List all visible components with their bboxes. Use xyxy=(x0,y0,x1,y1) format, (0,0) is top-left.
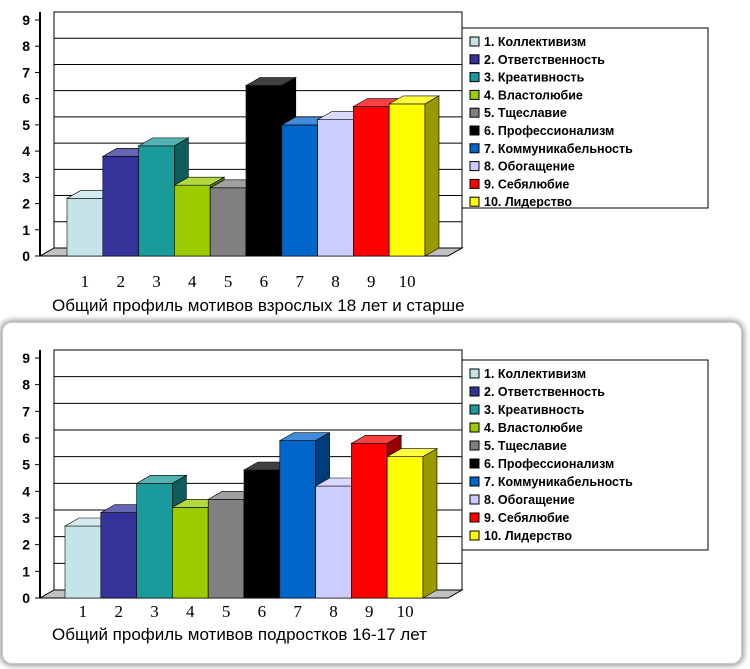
adults-legend-item: 4. Властолюбие xyxy=(469,88,583,102)
adults-legend-item: 8. Обогащение xyxy=(469,160,575,174)
adults-legend-label: 3. Креативность xyxy=(484,71,585,85)
adults-legend-item: 2. Ответственность xyxy=(469,53,605,67)
teens-bar-10 xyxy=(386,448,439,599)
adults-legend-item: 6. Профессионализм xyxy=(469,124,614,138)
teens-category-label: 10 xyxy=(397,602,414,621)
adults-ytick-label: 1 xyxy=(22,222,30,238)
adults-legend-label: 7. Коммуникабельность xyxy=(484,142,633,156)
teens-legend-label: 8. Обогащение xyxy=(484,493,575,507)
teens-legend-label: 4. Властолюбие xyxy=(484,421,583,435)
teens-legend-item: 8. Обогащение xyxy=(469,493,575,507)
adults-legend-label: 9. Себялюбие xyxy=(484,177,569,191)
chart-adults-svg: 0 1 2 3 4 5 6 7 8 9 1 2 3 4 5 6 7 8 9 10 1. Коллективизм 2. О… xyxy=(22,11,709,291)
adults-category-label: 3 xyxy=(152,272,161,291)
teens-legend-item: 6. Профессионализм xyxy=(469,457,614,471)
adults-legend-label: 8. Обогащение xyxy=(484,160,575,174)
teens-legend-label: 3. Креативность xyxy=(484,403,585,417)
teens-ytick-label: 5 xyxy=(22,457,30,473)
teens-category-label: 9 xyxy=(365,602,374,621)
chart-adults-caption: Общий профиль мотивов взрослых 18 лет и … xyxy=(52,296,465,315)
teens-legend: 1. Коллективизм 2. Ответственность 3. Креа… xyxy=(461,359,709,551)
adults-ytick-label: 9 xyxy=(22,12,30,28)
adults-legend-label: 6. Профессионализм xyxy=(484,124,614,138)
teens-category-label: 4 xyxy=(186,602,195,621)
adults-ytick-label: 5 xyxy=(22,117,30,133)
adults-legend-item: 9. Себялюбие xyxy=(469,177,569,191)
teens-ytick-label: 3 xyxy=(22,510,30,526)
adults-category-label: 7 xyxy=(295,272,304,291)
chart-teens-caption: Общий профиль мотивов подростков 16-17 л… xyxy=(52,625,427,644)
teens-ytick-label: 9 xyxy=(22,350,30,366)
teens-ytick-label: 2 xyxy=(22,537,30,553)
adults-legend: 1. Коллективизм 2. Ответственность 3. Креа… xyxy=(461,27,709,209)
adults-legend-label: 5. Тщеславие xyxy=(484,106,567,120)
adults-legend-label: 1. Коллективизм xyxy=(484,35,586,49)
teens-legend-item: 9. Себялюбие xyxy=(469,511,569,525)
teens-ytick-label: 6 xyxy=(22,430,30,446)
adults-legend-item: 7. Коммуникабельность xyxy=(469,142,633,156)
adults-category-label: 4 xyxy=(188,272,197,291)
teens-ytick-label: 4 xyxy=(22,483,30,499)
chart-adults: 0 1 2 3 4 5 6 7 8 9 1 2 3 4 5 6 7 8 9 10 1. Коллективизм 2. О… xyxy=(0,0,750,324)
adults-ytick-label: 6 xyxy=(22,91,30,107)
teens-legend-label: 10. Лидерство xyxy=(484,529,572,543)
adults-ytick-label: 8 xyxy=(22,38,30,54)
adults-ytick-label: 0 xyxy=(22,248,30,264)
adults-ytick-label: 2 xyxy=(22,196,30,212)
adults-legend-label: 10. Лидерство xyxy=(484,195,572,209)
teens-category-label: 7 xyxy=(293,602,302,621)
teens-category-label: 2 xyxy=(114,602,123,621)
teens-category-label: 6 xyxy=(258,602,267,621)
teens-legend-label: 6. Профессионализм xyxy=(484,457,614,471)
adults-legend-label: 2. Ответственность xyxy=(484,53,605,67)
adults-category-label: 5 xyxy=(224,272,233,291)
teens-legend-label: 1. Коллективизм xyxy=(484,367,586,381)
adults-legend-item: 1. Коллективизм xyxy=(469,35,586,49)
adults-legend-label: 4. Властолюбие xyxy=(484,88,583,102)
adults-category-label: 6 xyxy=(260,272,269,291)
teens-legend-item: 3. Креативность xyxy=(469,403,585,417)
teens-legend-label: 9. Себялюбие xyxy=(484,511,569,525)
teens-legend-item: 4. Властолюбие xyxy=(469,421,583,435)
adults-legend-item: 3. Креативность xyxy=(469,71,585,85)
adults-category-label: 1 xyxy=(81,272,90,291)
adults-category-label: 9 xyxy=(367,272,376,291)
teens-ytick-label: 0 xyxy=(22,590,30,606)
adults-category-label: 2 xyxy=(116,272,125,291)
teens-legend-item: 10. Лидерство xyxy=(469,529,572,543)
adults-legend-item: 5. Тщеславие xyxy=(469,106,567,120)
adults-category-label: 8 xyxy=(331,272,340,291)
teens-legend-item: 7. Коммуникабельность xyxy=(469,475,633,489)
teens-legend-item: 2. Ответственность xyxy=(469,385,605,399)
teens-legend-label: 5. Тщеславие xyxy=(484,439,567,453)
teens-legend-label: 2. Ответственность xyxy=(484,385,605,399)
chart-teens-svg: 0 1 2 3 4 5 6 7 8 9 1 2 3 4 5 6 7 8 9 10 1. Коллективизм 2. О… xyxy=(22,349,709,621)
teens-ytick-label: 8 xyxy=(22,377,30,393)
adults-ytick-label: 4 xyxy=(22,143,30,159)
teens-category-label: 1 xyxy=(79,602,88,621)
adults-bar-10 xyxy=(388,95,441,257)
teens-ytick-label: 1 xyxy=(22,563,30,579)
adults-ytick-label: 3 xyxy=(22,169,30,185)
chart-teens: 0 1 2 3 4 5 6 7 8 9 1 2 3 4 5 6 7 8 9 10 1. Коллективизм 2. О… xyxy=(0,320,750,669)
teens-category-label: 3 xyxy=(150,602,159,621)
teens-legend-item: 1. Коллективизм xyxy=(469,367,586,381)
teens-category-label: 8 xyxy=(329,602,338,621)
teens-legend-item: 5. Тщеславие xyxy=(469,439,567,453)
adults-ytick-label: 7 xyxy=(22,64,30,80)
teens-category-label: 5 xyxy=(222,602,231,621)
teens-ytick-label: 7 xyxy=(22,403,30,419)
adults-category-label: 10 xyxy=(399,272,416,291)
adults-legend-item: 10. Лидерство xyxy=(469,195,572,209)
teens-legend-label: 7. Коммуникабельность xyxy=(484,475,633,489)
